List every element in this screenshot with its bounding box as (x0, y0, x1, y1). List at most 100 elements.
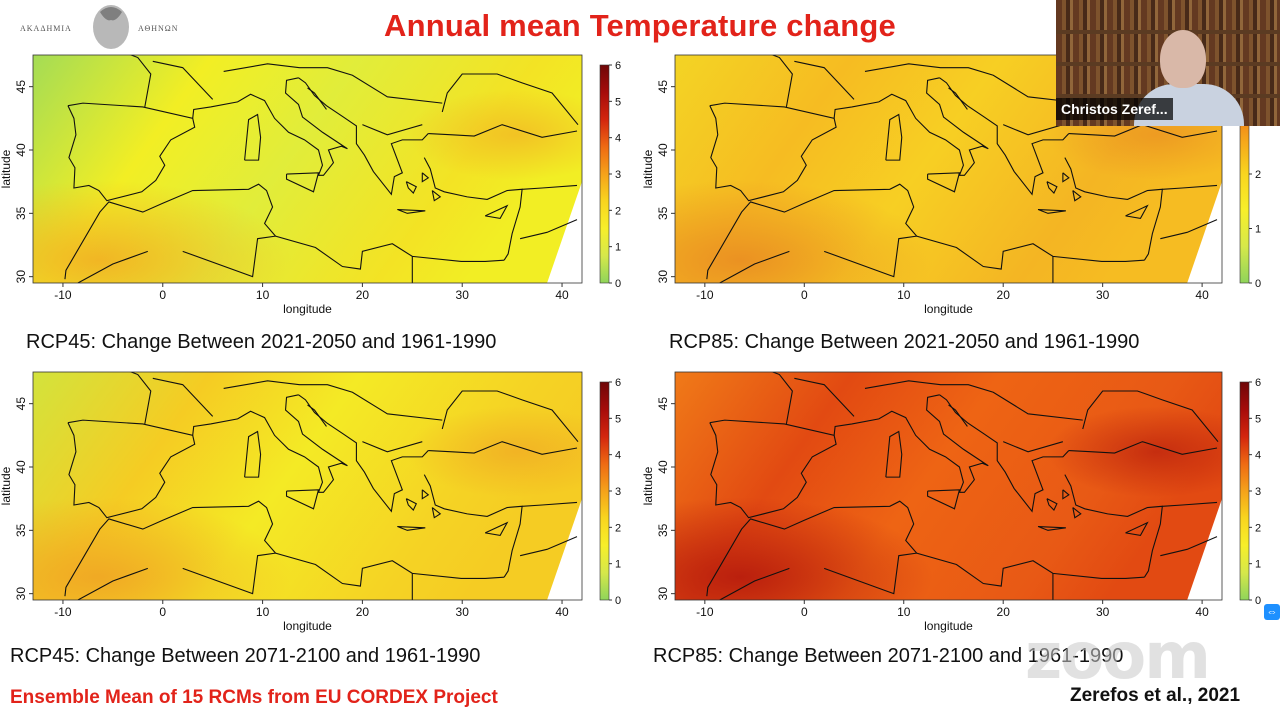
x-tick-label: 10 (897, 288, 911, 302)
colorbar-tick-label: 4 (615, 450, 621, 462)
coastline (1125, 521, 1149, 537)
y-tick-label: 45 (656, 80, 670, 94)
coastline (362, 124, 423, 136)
coastline (1160, 219, 1218, 240)
participant-name-tag: Christos Zeref... (1056, 98, 1173, 120)
coastline (709, 419, 837, 519)
coastline (706, 500, 1145, 597)
coastline (885, 113, 903, 161)
y-tick-label: 35 (14, 523, 28, 537)
plot-frame (674, 54, 1223, 284)
map-panel-rcp85-far: -10 0 10 20 30 40 longitude 30 35 40 45 latitude 0 1 2… (641, 367, 1280, 637)
coastline (129, 372, 152, 425)
temperature-field (675, 55, 1222, 283)
temperature-field (33, 55, 582, 283)
colorbar-tick-label: 1 (615, 559, 621, 571)
coastline (362, 441, 423, 453)
coastline (1064, 474, 1163, 578)
coastline (823, 552, 917, 595)
y-tick-label: 30 (656, 587, 670, 601)
x-tick-label: 0 (159, 288, 166, 302)
colorbar (1239, 381, 1250, 601)
coastline (77, 250, 148, 283)
coastline (1037, 525, 1066, 531)
footer-ensemble: Ensemble Mean of 15 RCMs from EU CORDEX … (10, 687, 498, 708)
coastline (719, 250, 790, 283)
coastline (1002, 124, 1064, 136)
y-axis-label: latitude (0, 149, 13, 188)
coastline (1064, 157, 1163, 261)
coastline (484, 204, 509, 220)
x-tick-label: 40 (1195, 288, 1209, 302)
athena-head-icon (93, 5, 129, 49)
x-tick-label: 20 (356, 288, 370, 302)
coastline (927, 172, 961, 193)
x-axis-label: longitude (924, 619, 973, 633)
colorbar-tick-label: 6 (615, 60, 621, 72)
map-panel-rcp45-near: -10 0 10 20 30 40 longitude 30 35 40 45 latitude 0 1 2… (0, 50, 640, 320)
x-tick-label: 30 (1096, 288, 1110, 302)
map-svg: -10 0 10 20 30 40longitude30354045latitude012… (0, 54, 621, 316)
coastline (1037, 208, 1066, 214)
coastline (1062, 489, 1070, 500)
coastline (441, 73, 579, 126)
coastline (397, 208, 426, 214)
coastline (719, 567, 790, 600)
coastline (1072, 507, 1082, 519)
x-axis-label: longitude (283, 619, 332, 633)
x-tick-label: 10 (256, 605, 270, 619)
y-tick-label: 45 (14, 397, 28, 411)
x-tick-label: 0 (801, 288, 808, 302)
colorbar-tick-label: 6 (615, 377, 621, 389)
x-tick-label: 10 (897, 605, 911, 619)
colorbar-tick-label: 2 (1255, 522, 1261, 534)
coastline (833, 77, 989, 176)
coastline (192, 77, 348, 176)
coastline (1082, 390, 1219, 443)
colorbar-tick-label: 0 (1255, 278, 1261, 290)
coastline (182, 235, 276, 278)
map-svg: -10 0 10 20 30 40longitude30354045latitude012… (641, 371, 1261, 633)
coastline (1162, 184, 1218, 190)
coastline (1046, 181, 1058, 195)
x-tick-label: 30 (456, 288, 470, 302)
arrows-icon[interactable]: ⇔ (1264, 604, 1280, 620)
y-tick-label: 40 (14, 460, 28, 474)
coastline (948, 87, 968, 110)
coastline (285, 172, 320, 193)
colorbar-tick-label: 0 (615, 595, 621, 607)
coastline (522, 184, 578, 190)
y-tick-label: 35 (656, 206, 670, 220)
coastline (864, 63, 1083, 104)
x-tick-label: 40 (555, 605, 569, 619)
colorbar-tick-label: 5 (615, 413, 621, 425)
y-tick-label: 40 (656, 460, 670, 474)
coastline (431, 190, 442, 202)
temperature-field (33, 372, 582, 600)
coastline (421, 489, 430, 500)
coastline (771, 55, 793, 108)
participant-video[interactable]: Christos Zeref... (1056, 0, 1280, 126)
y-tick-label: 35 (14, 206, 28, 220)
x-tick-label: 40 (555, 288, 569, 302)
map-svg: -10 0 10 20 30 40longitude30354045latitude012… (641, 54, 1261, 316)
coastline (129, 55, 152, 108)
colorbar-tick-label: 2 (615, 522, 621, 534)
colorbar-tick-label: 5 (1255, 413, 1261, 425)
coastline (405, 498, 418, 512)
coastline (1068, 124, 1218, 138)
colorbar-tick-label: 0 (1255, 595, 1261, 607)
x-tick-label: 30 (456, 605, 470, 619)
coastline (307, 87, 327, 110)
coastline (244, 113, 262, 161)
coastline (152, 377, 214, 417)
colorbar (599, 381, 610, 601)
y-axis-label: latitude (641, 466, 655, 505)
coastline (428, 441, 578, 455)
y-tick-label: 45 (14, 80, 28, 94)
coastline (885, 430, 903, 478)
plot-frame (674, 371, 1223, 601)
coastline (864, 380, 1083, 421)
zoom-watermark: zoom (1025, 620, 1211, 694)
coastline (428, 124, 578, 138)
